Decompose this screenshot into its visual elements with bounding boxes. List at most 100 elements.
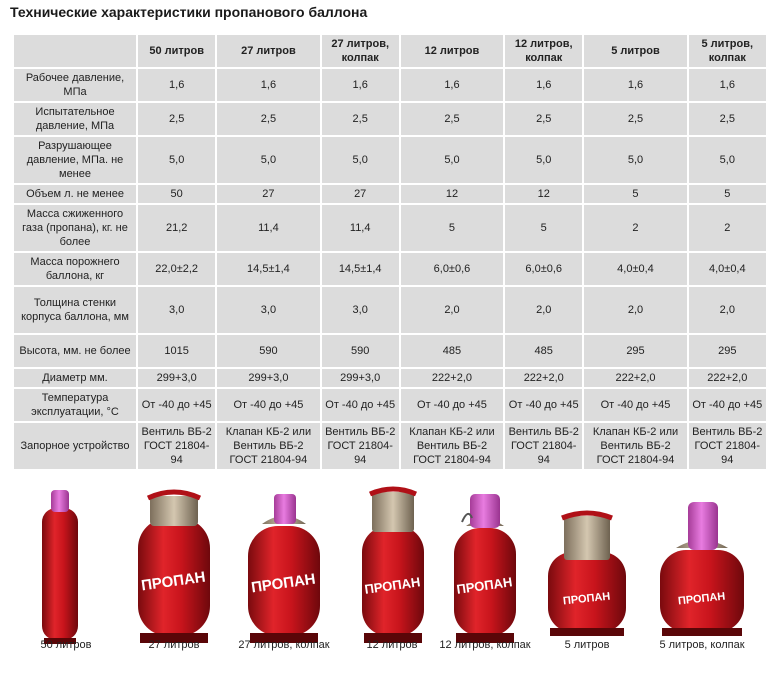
table-row: Температура эксплуатации, °С От -40 до +4… — [14, 389, 766, 421]
table-cell: 4,0±0,4 — [688, 253, 766, 285]
table-cell: 5,0 — [584, 137, 687, 183]
specs-table: 50 литров 27 литров 27 литров, колпак 12… — [12, 33, 768, 471]
table-row: Рабочее давление, МПа 1,6 1,6 1,6 1,6 1,6 1,6 1… — [14, 69, 766, 101]
cylinder-caption: 12 литров — [366, 639, 418, 651]
table-row: Запорное устройство Вентиль ВБ-2 ГОСТ 218… — [14, 423, 766, 469]
table-cell: 2,0 — [505, 287, 583, 333]
table-cell: 2,5 — [217, 103, 320, 135]
table-cell: 3,0 — [138, 287, 216, 333]
table-cell: Вентиль ВБ-2 ГОСТ 21804-94 — [505, 423, 583, 469]
table-cell: 2,5 — [584, 103, 687, 135]
table-cell: 5,0 — [138, 137, 216, 183]
table-row: Масса сжиженного газа (пропана), кг. не … — [14, 205, 766, 251]
table-cell: 12 — [505, 185, 583, 203]
column-header: 12 литров, колпак — [505, 35, 583, 67]
table-cell: 5 — [505, 205, 583, 251]
svg-text:ПРОПАН: ПРОПАН — [677, 591, 725, 608]
table-row: Высота, мм. не более 1015 590 590 485 485 295 2… — [14, 335, 766, 367]
table-cell: 299+3,0 — [138, 369, 216, 387]
table-cell: 485 — [505, 335, 583, 367]
table-cell: 3,0 — [217, 287, 320, 333]
cylinder-12l-cap: ПРОПАН — [454, 494, 516, 643]
row-label: Объем л. не менее — [14, 185, 136, 203]
table-cell: 1,6 — [321, 69, 399, 101]
table-cell: 2,0 — [584, 287, 687, 333]
table-row: Масса порожнего баллона, кг 22,0±2,2 14,5±… — [14, 253, 766, 285]
page-title: Технические характеристики пропанового б… — [10, 4, 368, 20]
table-cell: 2,5 — [505, 103, 583, 135]
table-row: Объем л. не менее 50 27 27 12 12 5 5 — [14, 185, 766, 203]
table-cell: 299+3,0 — [321, 369, 399, 387]
table-cell: Вентиль ВБ-2 ГОСТ 21804-94 — [688, 423, 766, 469]
table-cell: 5 — [584, 185, 687, 203]
svg-text:ПРОПАН: ПРОПАН — [562, 591, 610, 608]
column-header: 27 литров, колпак — [321, 35, 399, 67]
cylinder-5l-cap: ПРОПАН — [660, 502, 744, 636]
row-label: Масса порожнего баллона, кг — [14, 253, 136, 285]
table-cell: 27 — [217, 185, 320, 203]
table-cell: 4,0±0,4 — [584, 253, 687, 285]
cylinder-27l: ПРОПАН — [138, 489, 210, 643]
table-cell: 1,6 — [688, 69, 766, 101]
table-cell: 1,6 — [400, 69, 504, 101]
column-header: 5 литров — [584, 35, 687, 67]
table-cell: 11,4 — [321, 205, 399, 251]
table-cell: 2,5 — [400, 103, 504, 135]
table-cell: 222+2,0 — [688, 369, 766, 387]
corner-cell — [14, 35, 136, 67]
table-cell: 11,4 — [217, 205, 320, 251]
table-cell: 299+3,0 — [217, 369, 320, 387]
table-cell: 222+2,0 — [505, 369, 583, 387]
table-cell: 222+2,0 — [584, 369, 687, 387]
table-cell: 1015 — [138, 335, 216, 367]
table-cell: От -40 до +45 — [138, 389, 216, 421]
table-cell: 2,5 — [321, 103, 399, 135]
table-cell: 1,6 — [584, 69, 687, 101]
table-cell: 12 — [400, 185, 504, 203]
table-cell: 22,0±2,2 — [138, 253, 216, 285]
table-cell: 1,6 — [505, 69, 583, 101]
table-cell: 2 — [584, 205, 687, 251]
table-cell: 2,0 — [688, 287, 766, 333]
table-cell: Вентиль ВБ-2 ГОСТ 21804-94 — [321, 423, 399, 469]
table-cell: 2,5 — [138, 103, 216, 135]
table-cell: Вентиль ВБ-2 ГОСТ 21804-94 — [138, 423, 216, 469]
table-row: Разрушающее давление, МПа. не менее 5,0 5,… — [14, 137, 766, 183]
cylinder-5l: ПРОПАН — [548, 510, 626, 636]
table-cell: 5,0 — [217, 137, 320, 183]
column-header: 12 литров — [400, 35, 504, 67]
table-cell: 5,0 — [321, 137, 399, 183]
table-cell: 6,0±0,6 — [400, 253, 504, 285]
row-label: Рабочее давление, МПа — [14, 69, 136, 101]
column-header: 50 литров — [138, 35, 216, 67]
column-header: 5 литров, колпак — [688, 35, 766, 67]
table-cell: От -40 до +45 — [584, 389, 687, 421]
row-label: Температура эксплуатации, °С — [14, 389, 136, 421]
table-cell: От -40 до +45 — [321, 389, 399, 421]
row-label: Испытательное давление, МПа — [14, 103, 136, 135]
table-cell: Клапан КБ-2 или Вентиль ВБ-2 ГОСТ 21804-… — [400, 423, 504, 469]
table-cell: 21,2 — [138, 205, 216, 251]
cylinder-caption: 50 литров — [40, 639, 92, 651]
table-cell: 5 — [688, 185, 766, 203]
table-cell: Клапан КБ-2 или Вентиль ВБ-2 ГОСТ 21804-… — [217, 423, 320, 469]
row-label: Высота, мм. не более — [14, 335, 136, 367]
cylinder-caption: 5 литров, колпак — [659, 639, 745, 651]
table-row: Диаметр мм. 299+3,0 299+3,0 299+3,0 222+2,0 2… — [14, 369, 766, 387]
cylinder-caption: 5 литров — [564, 639, 610, 651]
table-cell: 295 — [688, 335, 766, 367]
table-row: Испытательное давление, МПа 2,5 2,5 2,5 2,5 2… — [14, 103, 766, 135]
table-cell: 590 — [217, 335, 320, 367]
table-cell: 14,5±1,4 — [217, 253, 320, 285]
table-cell: 2,0 — [400, 287, 504, 333]
table-cell: 2 — [688, 205, 766, 251]
table-cell: 590 — [321, 335, 399, 367]
table-cell: 5 — [400, 205, 504, 251]
cylinder-caption: 27 литров, колпак — [238, 639, 330, 651]
table-cell: 5,0 — [400, 137, 504, 183]
table-cell: 222+2,0 — [400, 369, 504, 387]
table-cell: 295 — [584, 335, 687, 367]
table-cell: От -40 до +45 — [217, 389, 320, 421]
table-cell: От -40 до +45 — [505, 389, 583, 421]
table-cell: 14,5±1,4 — [321, 253, 399, 285]
